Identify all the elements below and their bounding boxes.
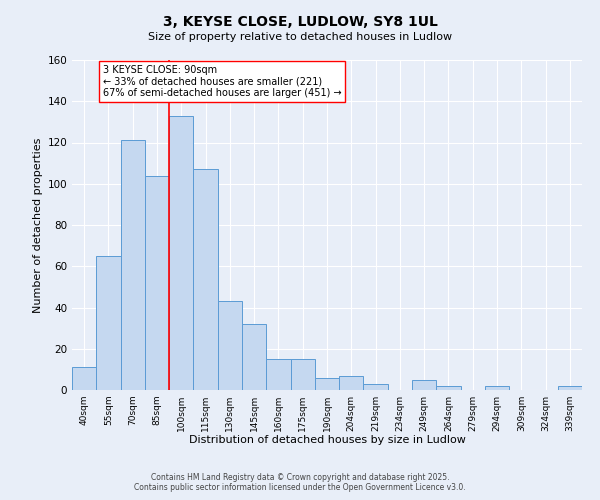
Bar [266,359,290,390]
Bar [145,176,169,390]
Bar [193,170,218,390]
Bar [485,386,509,390]
Text: 3 KEYSE CLOSE: 90sqm
← 33% of detached houses are smaller (221)
67% of semi-deta: 3 KEYSE CLOSE: 90sqm ← 33% of detached h… [103,65,341,98]
Bar [339,376,364,390]
Text: Contains HM Land Registry data © Crown copyright and database right 2025.
Contai: Contains HM Land Registry data © Crown c… [134,473,466,492]
Bar [436,386,461,390]
Bar [364,384,388,390]
Bar [242,324,266,390]
Y-axis label: Number of detached properties: Number of detached properties [33,138,43,312]
Text: Size of property relative to detached houses in Ludlow: Size of property relative to detached ho… [148,32,452,42]
Bar [290,359,315,390]
Bar [169,116,193,390]
Bar [72,368,96,390]
Bar [121,140,145,390]
Bar [315,378,339,390]
Bar [412,380,436,390]
X-axis label: Distribution of detached houses by size in Ludlow: Distribution of detached houses by size … [188,436,466,446]
Text: 3, KEYSE CLOSE, LUDLOW, SY8 1UL: 3, KEYSE CLOSE, LUDLOW, SY8 1UL [163,15,437,29]
Bar [96,256,121,390]
Bar [558,386,582,390]
Bar [218,302,242,390]
